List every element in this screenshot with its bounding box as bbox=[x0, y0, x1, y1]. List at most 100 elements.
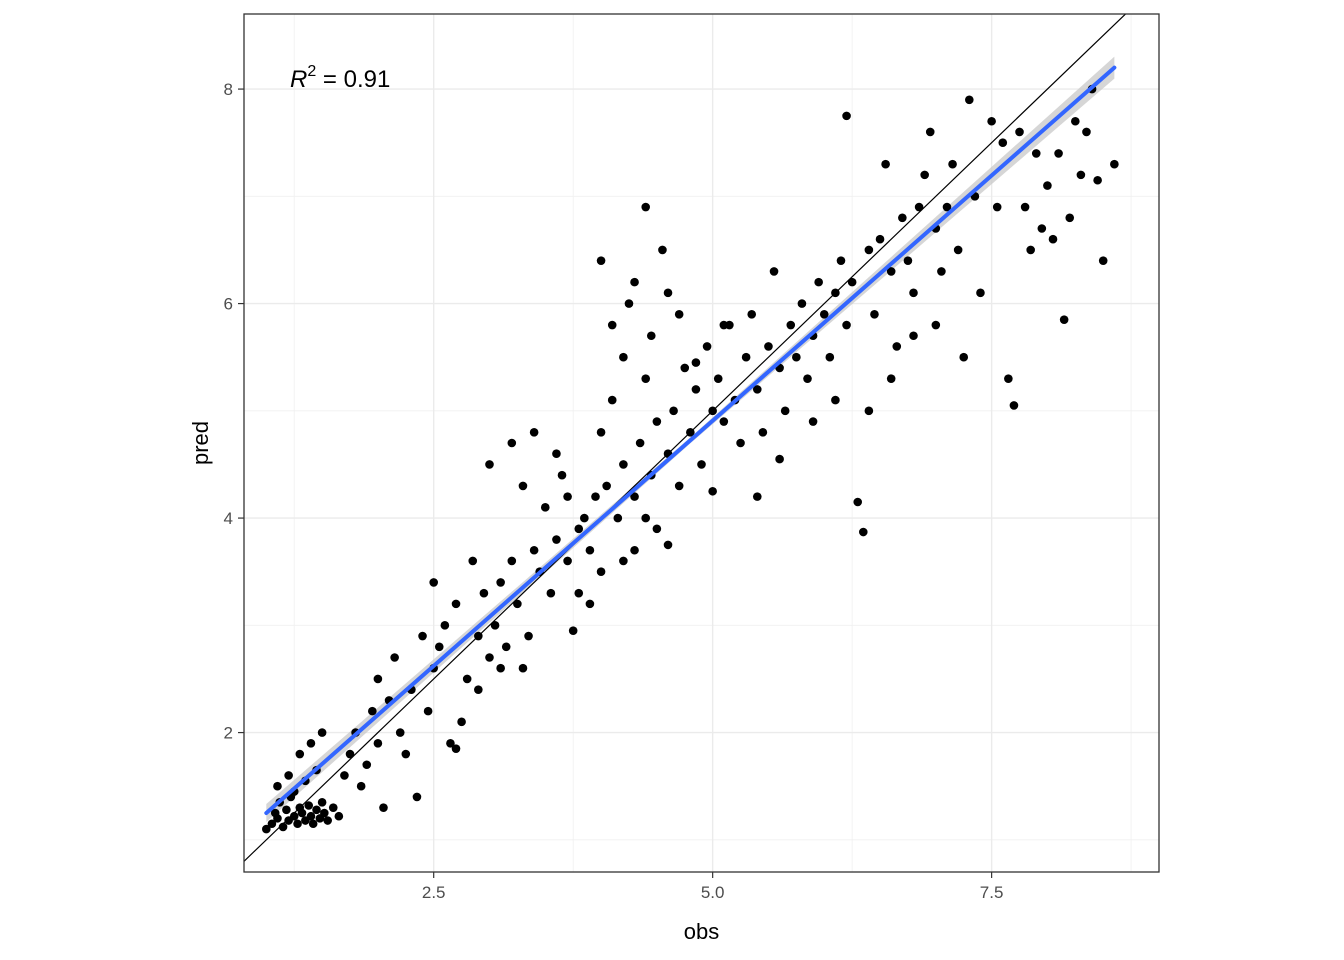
data-point bbox=[340, 771, 349, 780]
regression-line bbox=[264, 65, 1117, 816]
data-point bbox=[479, 588, 489, 598]
data-point bbox=[552, 535, 561, 544]
data-point bbox=[764, 342, 773, 351]
data-point bbox=[496, 663, 505, 673]
data-point bbox=[368, 706, 377, 716]
data-point bbox=[1065, 213, 1075, 223]
data-point bbox=[663, 288, 673, 298]
r-squared-exponent: 2 bbox=[307, 63, 316, 80]
data-point bbox=[909, 288, 918, 298]
data-point bbox=[674, 310, 684, 319]
data-point bbox=[596, 567, 606, 576]
data-point bbox=[630, 545, 639, 555]
data-point bbox=[713, 374, 723, 383]
data-point bbox=[1054, 149, 1063, 158]
data-point bbox=[619, 352, 628, 362]
data-point bbox=[942, 202, 952, 212]
data-point bbox=[602, 481, 611, 491]
data-point bbox=[362, 760, 372, 770]
data-point bbox=[457, 717, 466, 727]
data-point bbox=[563, 492, 572, 501]
data-point bbox=[429, 578, 438, 587]
data-point bbox=[992, 202, 1002, 212]
data-point bbox=[1082, 127, 1091, 137]
data-point bbox=[920, 170, 929, 180]
data-point bbox=[1015, 127, 1024, 137]
y-tick-label: 2 bbox=[224, 724, 233, 743]
data-point bbox=[641, 513, 651, 523]
data-point bbox=[1026, 245, 1035, 255]
data-point bbox=[780, 406, 790, 416]
data-point bbox=[1093, 175, 1102, 185]
data-point bbox=[903, 256, 913, 265]
data-point bbox=[451, 744, 461, 753]
data-point bbox=[496, 578, 505, 587]
data-point bbox=[395, 728, 405, 737]
data-point bbox=[596, 256, 606, 265]
data-point bbox=[1004, 374, 1013, 383]
data-point bbox=[641, 374, 651, 383]
data-point bbox=[858, 527, 868, 537]
panel-border bbox=[243, 13, 1160, 873]
data-point bbox=[635, 438, 645, 448]
data-point bbox=[485, 460, 494, 469]
data-point bbox=[607, 395, 617, 405]
data-point bbox=[842, 320, 851, 330]
data-point bbox=[719, 320, 729, 330]
data-point bbox=[529, 427, 539, 437]
data-point bbox=[646, 331, 656, 341]
data-point bbox=[630, 277, 639, 287]
r-squared-base: R bbox=[290, 66, 307, 93]
x-tick-label: 2.5 bbox=[422, 883, 446, 902]
data-point bbox=[306, 739, 316, 748]
data-point bbox=[607, 320, 617, 330]
data-point bbox=[507, 556, 517, 566]
data-point bbox=[320, 808, 329, 818]
data-point bbox=[345, 749, 355, 759]
data-point bbox=[680, 363, 690, 373]
data-point bbox=[1076, 170, 1086, 180]
data-point bbox=[965, 95, 974, 105]
data-point bbox=[814, 277, 823, 287]
data-point bbox=[1037, 224, 1047, 233]
data-point bbox=[297, 808, 307, 818]
data-point bbox=[552, 449, 561, 459]
data-point bbox=[323, 816, 332, 825]
data-point bbox=[976, 288, 985, 298]
data-point bbox=[518, 663, 528, 673]
data-point bbox=[1098, 256, 1108, 265]
data-point bbox=[434, 642, 444, 652]
data-point bbox=[948, 159, 957, 169]
data-point bbox=[580, 513, 589, 523]
data-point bbox=[702, 342, 712, 351]
data-point bbox=[803, 374, 812, 383]
data-point bbox=[284, 771, 293, 780]
data-point bbox=[758, 427, 768, 437]
data-point bbox=[373, 739, 383, 748]
data-point bbox=[630, 492, 639, 501]
data-point bbox=[752, 492, 762, 501]
data-point bbox=[317, 728, 327, 737]
data-point bbox=[1009, 401, 1019, 410]
x-tick-label: 5.0 bbox=[701, 883, 725, 902]
data-point bbox=[808, 417, 818, 426]
data-point bbox=[267, 819, 277, 829]
data-point bbox=[1031, 149, 1041, 158]
data-point bbox=[546, 588, 556, 598]
data-point bbox=[853, 497, 863, 507]
data-point bbox=[752, 385, 762, 394]
data-point bbox=[574, 524, 584, 534]
data-point bbox=[490, 621, 500, 630]
data-point bbox=[282, 805, 291, 815]
data-point bbox=[708, 486, 717, 496]
data-point bbox=[513, 599, 522, 609]
data-point bbox=[308, 819, 318, 829]
data-point bbox=[747, 310, 757, 319]
data-point bbox=[295, 749, 305, 759]
data-point bbox=[373, 674, 383, 684]
data-point bbox=[474, 685, 483, 694]
data-point bbox=[462, 674, 472, 684]
data-point bbox=[825, 352, 835, 362]
x-tick-label: 7.5 bbox=[980, 883, 1004, 902]
data-point bbox=[892, 342, 902, 351]
